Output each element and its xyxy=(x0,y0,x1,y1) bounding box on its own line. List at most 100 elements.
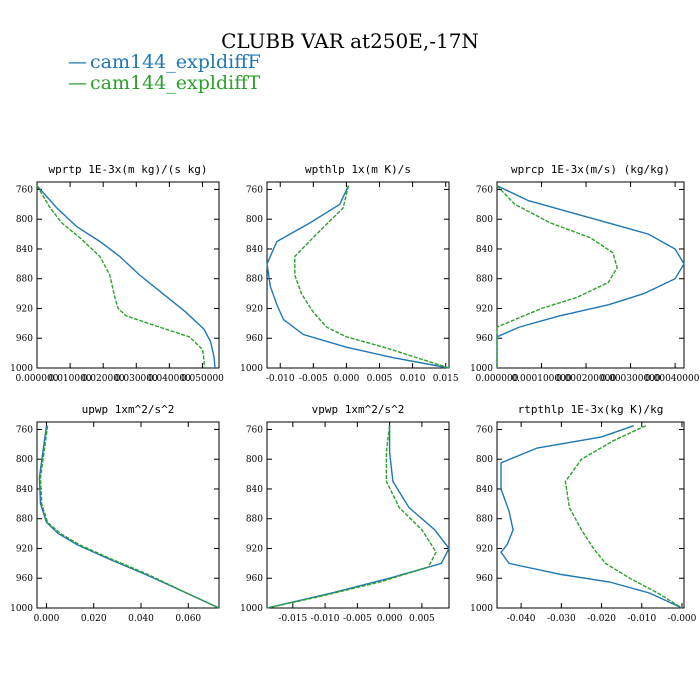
series-line-expldiffT xyxy=(36,185,205,368)
y-tick-label: 960 xyxy=(476,334,493,344)
x-tick-label: 0.000 xyxy=(334,374,360,384)
x-tick-label: 0.040000 xyxy=(148,374,191,384)
series-line-expldiffF xyxy=(496,185,685,368)
plot-frame xyxy=(496,421,685,609)
panel-title: wprtp 1E-3x(m kg)/(s kg) xyxy=(49,163,208,176)
panels-container: wprtp 1E-3x(m kg)/(s kg) 760 800 840 880 920 9… xyxy=(10,163,700,624)
series-line-expldiffT xyxy=(496,185,618,368)
series-line-expldiffF xyxy=(266,425,450,609)
y-tick-label: 800 xyxy=(16,455,33,465)
y-tick-label: 840 xyxy=(476,245,493,255)
legend-label-expldiffT: cam144_expldiffT xyxy=(90,72,261,94)
y-tick-label: 960 xyxy=(246,334,263,344)
y-tick-label: 800 xyxy=(476,455,493,465)
panel-title: rtpthlp 1E-3x(kg K)/kg xyxy=(518,403,664,416)
legend-label-expldiffF: cam144_expldiffF xyxy=(90,51,261,73)
x-tick-label: 0.050000 xyxy=(181,374,224,384)
y-tick-label: 840 xyxy=(16,245,33,255)
legend-item-expldiffF: — cam144_expldiffF xyxy=(68,51,261,73)
y-tick-label: 880 xyxy=(476,275,493,285)
series-line-expldiffF xyxy=(36,185,216,369)
series-line-expldiffF xyxy=(500,425,683,609)
x-tick-label: -0.005 xyxy=(299,374,328,384)
y-tick-label: 1000 xyxy=(470,364,493,374)
y-tick-label: 800 xyxy=(246,215,263,225)
y-tick-label: 920 xyxy=(246,544,263,554)
x-tick-label: -0.030 xyxy=(547,614,576,624)
y-tick-label: 960 xyxy=(476,574,493,584)
x-tick-label: 0.000000 xyxy=(476,374,519,384)
y-tick-label: 1000 xyxy=(240,364,263,374)
panel-2: wpthlp 1x(m K)/s7608008408809209601000-0… xyxy=(240,163,459,384)
x-tick-label: 0.040 xyxy=(128,614,154,624)
y-tick-label: 880 xyxy=(476,515,493,525)
plot-frame xyxy=(36,181,220,369)
panel-3: wprcp 1E-3x(m/s) (kg/kg) 760 800 840 880 920 9… xyxy=(470,163,700,384)
x-tick-label: 0.010 xyxy=(400,374,426,384)
panel-1: wprtp 1E-3x(m kg)/(s kg) 760 800 840 880 920 9… xyxy=(10,163,224,384)
x-tick-label: 0.010000 xyxy=(49,374,92,384)
series-line-expldiffT xyxy=(266,425,437,609)
x-tick-label: 0.015 xyxy=(433,374,459,384)
legend-item-expldiffT: — cam144_expldiffT xyxy=(68,72,261,94)
y-tick-label: 840 xyxy=(246,245,263,255)
y-tick-label: 880 xyxy=(16,515,33,525)
panel-4: upwp 1xm^2/s^2 760 800 840 880 920 960 10000.00… xyxy=(10,403,220,624)
x-tick-label: -0.005 xyxy=(343,614,372,624)
plot-frame xyxy=(266,181,450,369)
x-tick-label: 0.020000 xyxy=(82,374,125,384)
y-tick-label: 840 xyxy=(476,485,493,495)
legend-symbol-expldiffF: — xyxy=(68,51,87,73)
y-tick-label: 920 xyxy=(476,304,493,314)
x-tick-label: 0.000300000 xyxy=(601,374,661,384)
y-tick-label: 1000 xyxy=(240,604,263,614)
series-line-expldiffT xyxy=(564,425,683,609)
panel-title: wprcp 1E-3x(m/s) (kg/kg) xyxy=(511,163,670,176)
x-tick-label: 0.000400000 xyxy=(645,374,700,384)
y-tick-label: 960 xyxy=(16,574,33,584)
y-tick-label: 920 xyxy=(16,304,33,314)
y-tick-label: 880 xyxy=(246,275,263,285)
x-tick-label: -0.010 xyxy=(627,614,656,624)
y-tick-label: 920 xyxy=(476,544,493,554)
y-tick-label: 760 xyxy=(476,185,493,195)
y-tick-label: 960 xyxy=(16,334,33,344)
series-line-expldiffF xyxy=(266,185,450,369)
x-tick-label: -0.010 xyxy=(311,614,340,624)
y-tick-label: 760 xyxy=(16,185,33,195)
x-tick-label: -0.040 xyxy=(507,614,536,624)
x-tick-label: 0.030000 xyxy=(115,374,158,384)
x-tick-label: 0.000100000 xyxy=(511,374,571,384)
y-tick-label: 880 xyxy=(16,275,33,285)
y-tick-label: 1000 xyxy=(10,364,33,374)
y-tick-label: 760 xyxy=(16,425,33,435)
x-tick-label: 0.005 xyxy=(367,374,393,384)
legend: — cam144_expldiffF — cam144_expldiffT xyxy=(68,51,261,94)
x-tick-label: -0.010 xyxy=(266,374,295,384)
y-tick-label: 800 xyxy=(476,215,493,225)
x-tick-label: 0.005 xyxy=(409,614,435,624)
x-tick-label: 0.000 xyxy=(34,614,60,624)
y-tick-label: 760 xyxy=(246,425,263,435)
y-tick-label: 920 xyxy=(246,304,263,314)
y-tick-label: 920 xyxy=(16,544,33,554)
panel-title: upwp 1xm^2/s^2 xyxy=(82,403,175,416)
y-tick-label: 880 xyxy=(246,515,263,525)
plot-frame xyxy=(36,421,220,609)
y-tick-label: 840 xyxy=(16,485,33,495)
plot-frame xyxy=(496,181,685,369)
y-tick-label: 1000 xyxy=(10,604,33,614)
x-tick-label: 0.000 xyxy=(377,614,403,624)
x-tick-label: -0.000 xyxy=(668,614,697,624)
x-tick-label: -0.020 xyxy=(587,614,616,624)
y-tick-label: 760 xyxy=(246,185,263,195)
x-tick-label: 0.000000 xyxy=(16,374,59,384)
y-tick-label: 800 xyxy=(16,215,33,225)
plot-frame xyxy=(266,421,450,609)
y-tick-label: 1000 xyxy=(470,604,493,614)
panel-title: vpwp 1xm^2/s^2 xyxy=(312,403,405,416)
x-tick-label: -0.015 xyxy=(278,614,307,624)
y-tick-label: 760 xyxy=(476,425,493,435)
panel-5: vpwp 1xm^2/s^2 760 800 840 880 920 960 1000 -0.0… xyxy=(240,403,450,624)
